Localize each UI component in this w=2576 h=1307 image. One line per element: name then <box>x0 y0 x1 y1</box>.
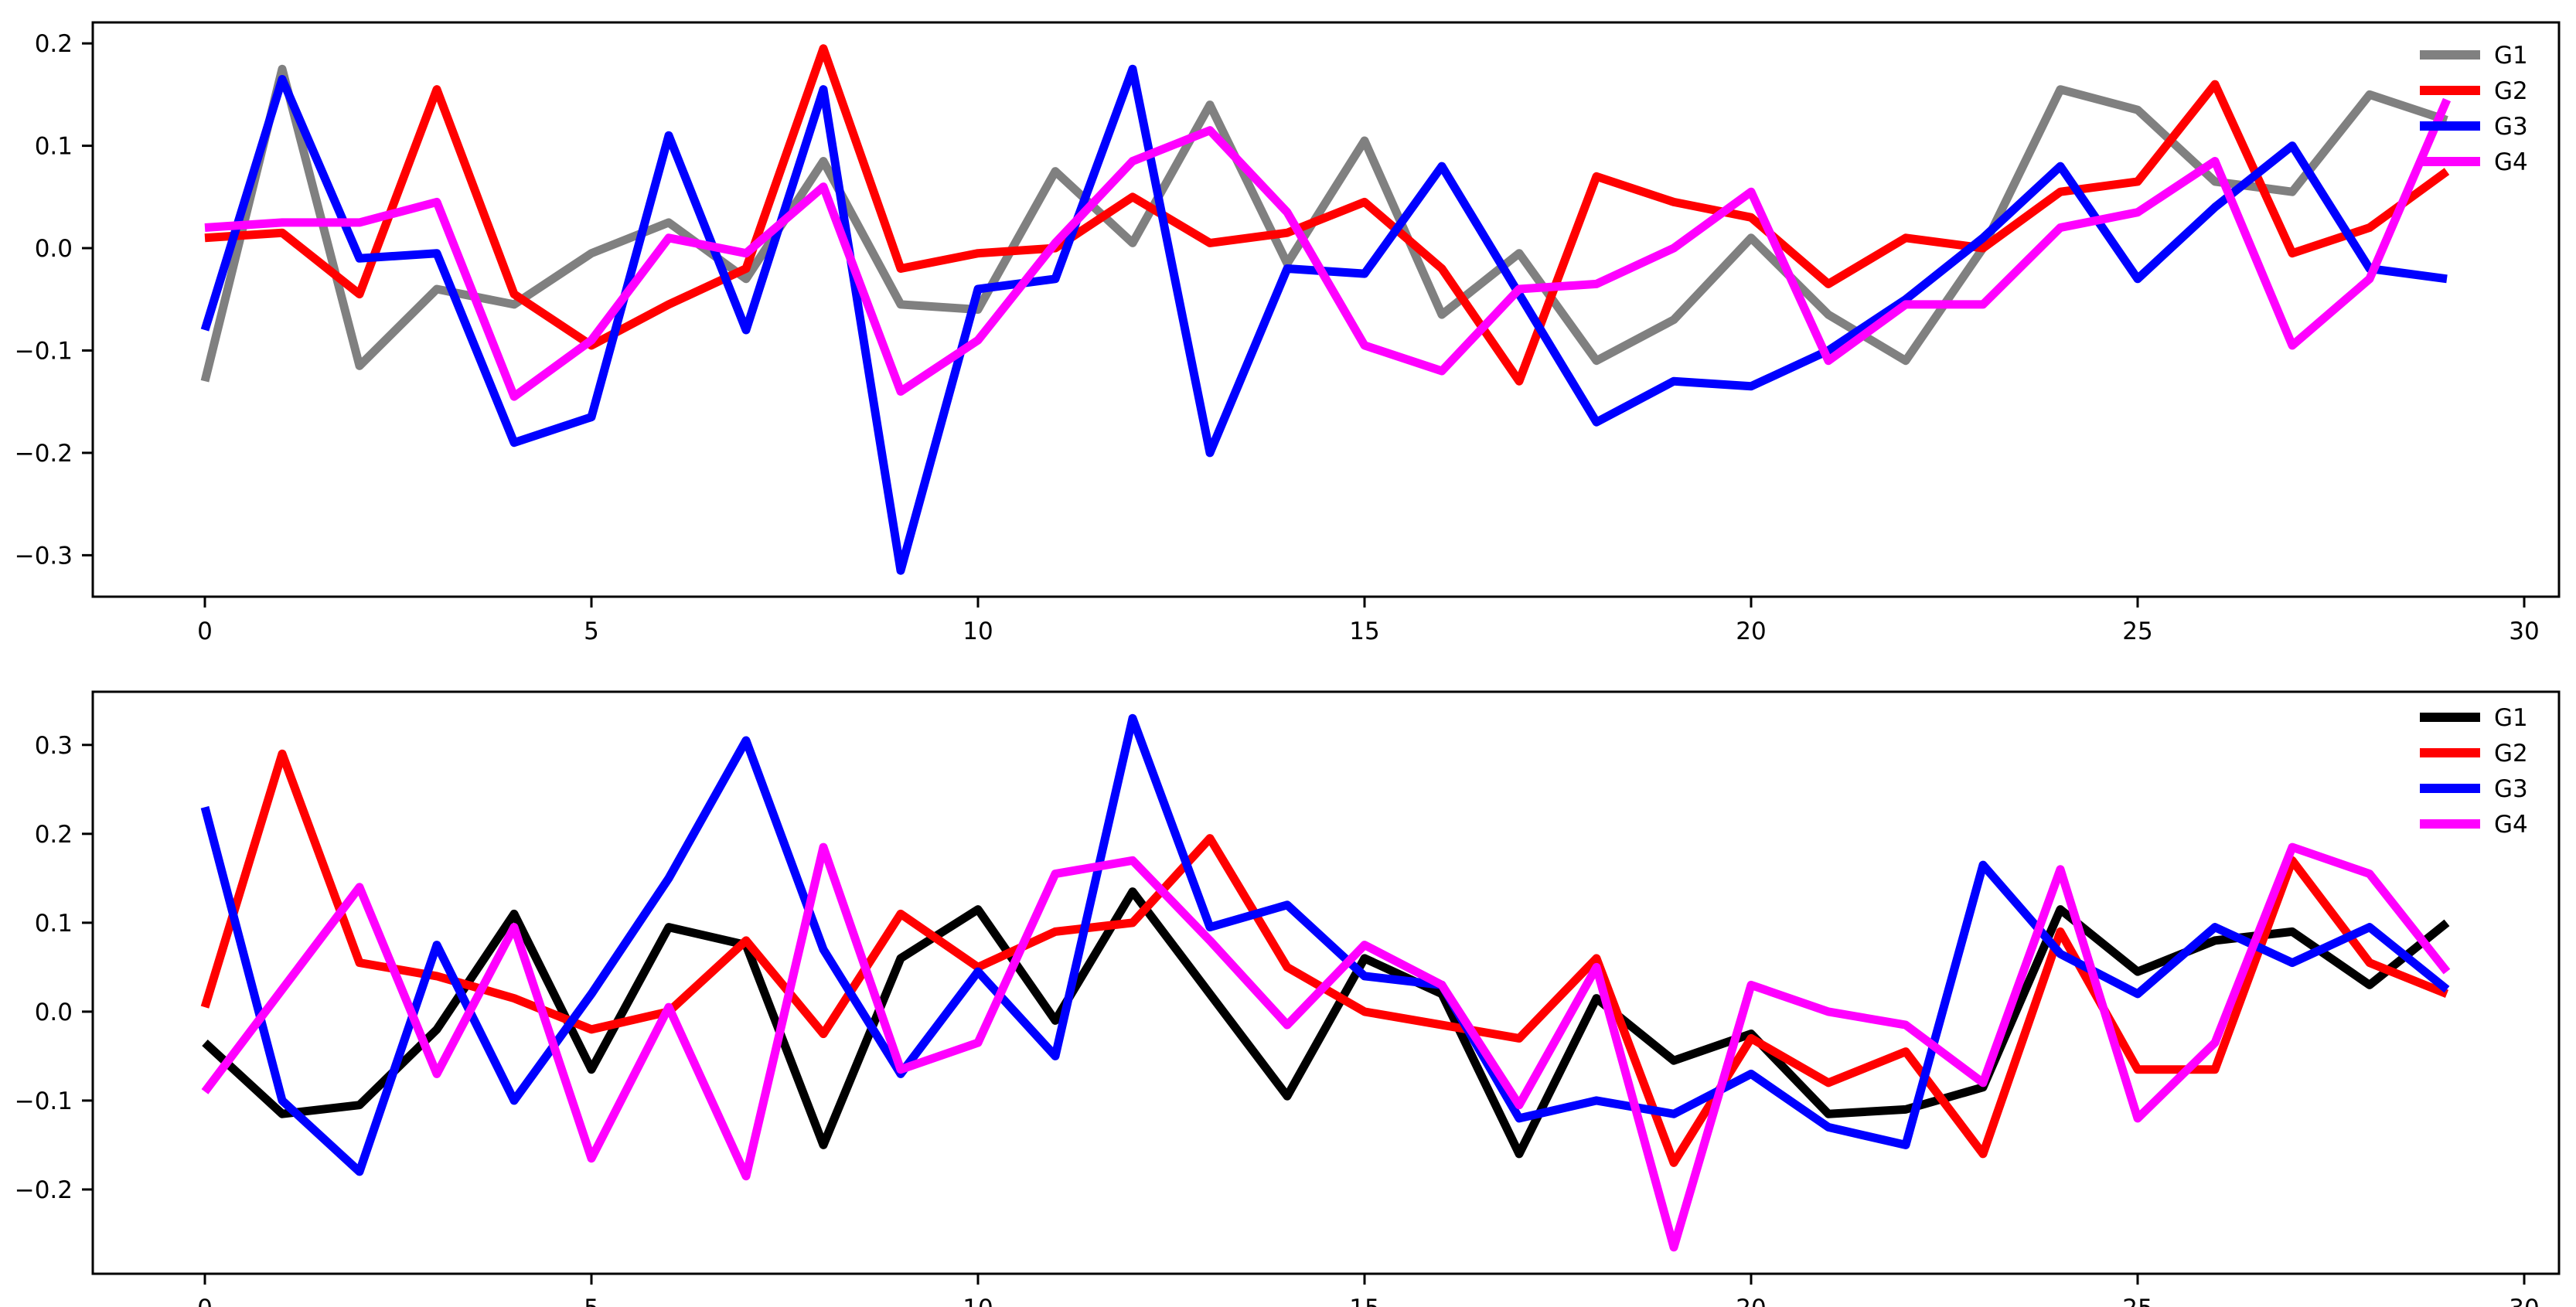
series-line-G4-top <box>204 97 2452 401</box>
x-tick-label-bottom: 25 <box>2122 1295 2152 1307</box>
subplot-top: 0 5 10 15 20 25 300.20.10.0−0.1−0.2−0.3G1G2G3G… <box>15 21 2561 645</box>
legend-label-G1-bottom: G1 <box>2494 704 2528 732</box>
legend-item-G2-bottom: G2 <box>2420 740 2528 768</box>
legend-swatch-G2-top <box>2420 86 2480 95</box>
x-tick-label-top: 10 <box>963 618 993 645</box>
legend-label-G2-bottom: G2 <box>2494 740 2528 768</box>
legend-swatch-G4-bottom <box>2420 819 2480 829</box>
x-tick-label-top: 25 <box>2122 618 2152 645</box>
legend-item-G1-top: G1 <box>2420 42 2528 70</box>
y-tick-label-bottom: −0.1 <box>15 1087 73 1115</box>
x-tick-label-bottom: 15 <box>1349 1295 1379 1307</box>
legend-swatch-G4-top <box>2420 157 2480 166</box>
y-tick-label-top: 0.1 <box>35 133 73 161</box>
plot-frame-bottom <box>91 690 2561 1275</box>
x-tick-label-bottom: 30 <box>2509 1295 2539 1307</box>
series-line-G1-top <box>200 64 2448 383</box>
legend-bottom: G1 G2 G3 G4 <box>2420 704 2528 839</box>
y-tick-label-top: 0.2 <box>35 30 73 58</box>
x-tick-label-bottom: 20 <box>1736 1295 1766 1307</box>
y-tick-label-top: 0.0 <box>35 235 73 263</box>
series-line-G2-bottom <box>200 749 2449 1167</box>
legend-label-G4-top: G4 <box>2494 148 2528 176</box>
y-tick-label-top: −0.2 <box>15 440 73 468</box>
plot-frame-top <box>91 21 2561 598</box>
y-tick-label-bottom: −0.2 <box>15 1176 73 1204</box>
x-tick-label-top: 20 <box>1736 618 1766 645</box>
legend-label-G4-bottom: G4 <box>2494 811 2528 839</box>
x-tick-label-bottom: 0 <box>197 1295 213 1307</box>
legend-item-G3-top: G3 <box>2420 113 2528 141</box>
legend-top: G1 G2 G3 G4 <box>2420 42 2528 176</box>
legend-label-G1-top: G1 <box>2494 42 2528 70</box>
legend-label-G3-bottom: G3 <box>2494 775 2528 803</box>
legend-swatch-G2-bottom <box>2420 748 2480 757</box>
y-tick-label-bottom: 0.2 <box>35 821 73 849</box>
legend-item-G4-bottom: G4 <box>2420 811 2528 839</box>
legend-swatch-G1-top <box>2420 50 2480 60</box>
y-tick-label-top: −0.3 <box>15 542 73 570</box>
y-tick-label-bottom: 0.1 <box>35 910 73 938</box>
legend-item-G1-bottom: G1 <box>2420 704 2528 732</box>
x-tick-label-bottom: 10 <box>963 1295 993 1307</box>
legend-swatch-G1-bottom <box>2420 713 2480 722</box>
series-line-G3-top <box>200 64 2448 575</box>
legend-swatch-G3-top <box>2420 121 2480 131</box>
x-tick-label-top: 15 <box>1349 618 1379 645</box>
legend-item-G2-top: G2 <box>2420 77 2528 105</box>
y-tick-label-bottom: 0.3 <box>35 732 73 760</box>
legend-item-G3-bottom: G3 <box>2420 775 2528 803</box>
legend-swatch-G3-bottom <box>2420 784 2480 793</box>
series-line-G4-bottom <box>201 842 2451 1252</box>
series-line-G3-bottom <box>200 713 2450 1176</box>
x-tick-label-top: 30 <box>2509 618 2539 645</box>
x-tick-label-top: 0 <box>197 618 213 645</box>
legend-label-G2-top: G2 <box>2494 77 2528 105</box>
legend-item-G4-top: G4 <box>2420 148 2528 176</box>
x-tick-label-top: 5 <box>584 618 599 645</box>
x-tick-label-bottom: 5 <box>584 1295 599 1307</box>
y-tick-label-bottom: 0.0 <box>35 999 73 1026</box>
legend-label-G3-top: G3 <box>2494 113 2528 141</box>
y-tick-label-top: −0.1 <box>15 337 73 365</box>
subplot-bottom: 0 5 10 15 20 25 30 0.3 0.2 0.1 0.0 −0.1 −0.2 G1 G2 G3 G4 <box>15 690 2561 1307</box>
